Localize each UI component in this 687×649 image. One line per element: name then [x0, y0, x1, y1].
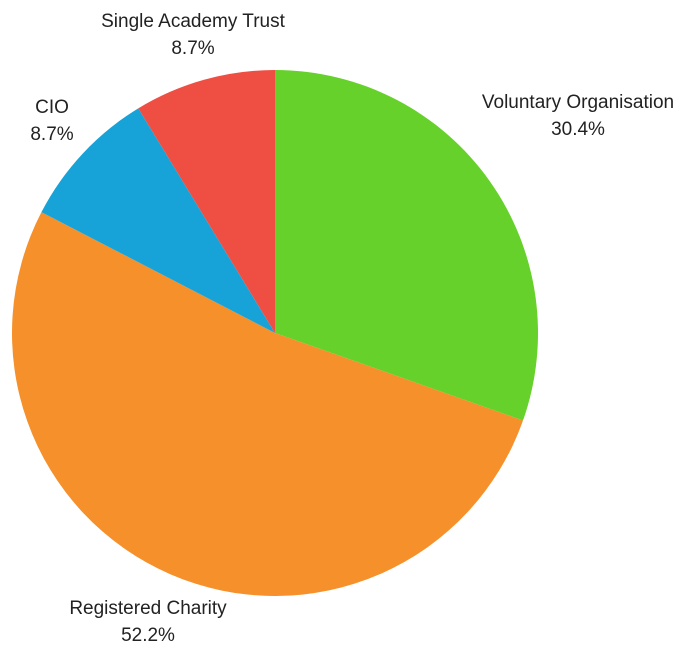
pie-slice — [12, 212, 524, 596]
slice-value-label: 30.4% — [551, 119, 605, 140]
pie-slice — [138, 70, 275, 333]
slice-label: Registered Charity — [69, 598, 227, 619]
slice-label: Single Academy Trust — [101, 11, 285, 32]
slice-label: CIO — [35, 97, 69, 118]
slice-value-label: 8.7% — [171, 38, 214, 59]
pie-slice — [41, 108, 276, 333]
slice-value-label: 8.7% — [30, 124, 73, 145]
slice-label: Voluntary Organisation — [482, 92, 674, 113]
pie-slice — [275, 70, 538, 421]
slice-value-label: 52.2% — [121, 625, 175, 646]
